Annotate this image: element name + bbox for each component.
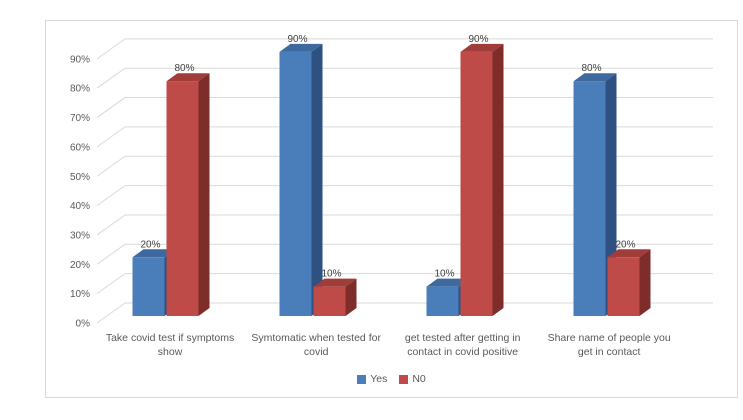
y-axis-tick-label: 90%	[70, 54, 90, 65]
bar-top-n0-1	[313, 278, 357, 287]
data-label-yes-1: 90%	[287, 34, 307, 45]
legend: Yes N0	[46, 373, 737, 385]
gridline	[96, 126, 713, 148]
bar-side-n0-0	[198, 73, 210, 316]
category-label-take-covid-test: Take covid test if symptoms show	[105, 332, 235, 358]
gridline	[96, 67, 713, 89]
y-axis-tick-label: 40%	[70, 201, 90, 212]
data-label-yes-2: 10%	[434, 269, 454, 280]
gridline	[96, 273, 713, 295]
bar-top-n0-2	[460, 43, 504, 52]
gridline	[96, 185, 713, 207]
bar-chart-plot-area: 0% 10% 20% 30% 40% 50% 60% 70% 80% 90% 20% 80% 90% 10…	[70, 34, 713, 330]
y-axis-tick-label: 50%	[70, 172, 90, 183]
bar-yes-1	[279, 51, 312, 316]
bar-top-n0-0	[166, 73, 210, 82]
legend-swatch-yes-icon	[357, 374, 367, 384]
bar-n0-3	[607, 257, 640, 316]
gridline	[96, 243, 713, 265]
category-label-symtomatic-when-tested: Symtomatic when tested for covid	[251, 332, 381, 358]
bar-yes-3	[573, 81, 606, 316]
bar-side-n0-2	[492, 43, 504, 316]
bar-n0-0	[166, 81, 199, 316]
gridline	[96, 155, 713, 177]
bar-top-yes-2	[426, 278, 470, 287]
legend-item-yes[interactable]: Yes	[357, 373, 387, 385]
bar-n0-2	[460, 51, 493, 316]
data-label-n0-1: 10%	[321, 269, 341, 280]
y-axis-tick-label: 60%	[70, 142, 90, 153]
gridline	[96, 97, 713, 118]
category-label-share-name-of-people: Share name of people you get in contact	[547, 332, 671, 358]
gridline	[96, 302, 713, 324]
y-axis-tick-label: 70%	[70, 113, 90, 124]
data-label-yes-3: 80%	[581, 63, 601, 74]
y-axis-tick-label: 20%	[70, 260, 90, 271]
bar-top-n0-3	[607, 249, 651, 258]
category-label-get-tested-after-contact: get tested after getting in contact in c…	[404, 332, 521, 358]
y-axis-tick-label: 30%	[70, 230, 90, 241]
bar-yes-2	[426, 286, 459, 316]
bar-top-yes-1	[279, 43, 323, 52]
legend-item-n0[interactable]: N0	[399, 373, 426, 385]
y-axis-tick-label: 0%	[76, 319, 91, 330]
bar-side-n0-1	[345, 278, 357, 316]
bar-side-yes-1	[311, 43, 323, 316]
data-label-n0-0: 80%	[174, 63, 194, 74]
bar-top-yes-3	[573, 73, 617, 82]
y-axis-tick-label: 80%	[70, 84, 90, 95]
gridline	[96, 214, 713, 236]
data-label-n0-3: 20%	[615, 239, 635, 250]
legend-label-n0: N0	[412, 373, 426, 385]
legend-swatch-n0-icon	[399, 374, 409, 384]
gridline	[96, 38, 713, 60]
y-axis-tick-label: 10%	[70, 289, 90, 300]
data-label-n0-2: 90%	[468, 34, 488, 45]
legend-label-yes: Yes	[370, 373, 388, 385]
bar-side-n0-3	[639, 249, 651, 316]
chart-card[interactable]: 0% 10% 20% 30% 40% 50% 60% 70% 80% 90% 20% 80% 90% 10…	[45, 20, 738, 398]
data-label-yes-0: 20%	[140, 239, 160, 250]
bar-top-yes-0	[132, 249, 176, 258]
bar-n0-1	[313, 286, 346, 316]
bar-yes-0	[132, 257, 165, 316]
